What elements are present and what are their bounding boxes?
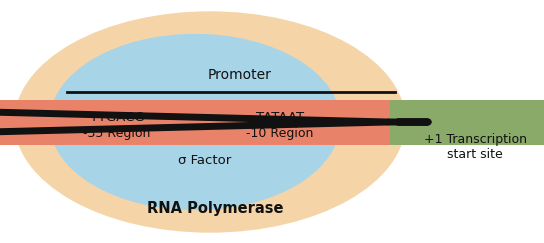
Text: TATAAT: TATAAT <box>256 111 304 123</box>
Bar <box>228 100 331 145</box>
Text: σ Factor: σ Factor <box>178 154 232 166</box>
Text: +1 Transcription
start site: +1 Transcription start site <box>423 133 527 161</box>
Ellipse shape <box>15 12 405 232</box>
Ellipse shape <box>50 35 340 209</box>
Bar <box>390 100 544 145</box>
Text: Promoter: Promoter <box>208 68 272 82</box>
Bar <box>0 100 390 145</box>
Text: RNA Polymerase: RNA Polymerase <box>147 200 283 216</box>
Bar <box>65 100 168 145</box>
Text: -10 Region: -10 Region <box>246 127 314 139</box>
Text: TTGACG: TTGACG <box>90 111 144 123</box>
Text: -35 Region: -35 Region <box>83 127 151 139</box>
